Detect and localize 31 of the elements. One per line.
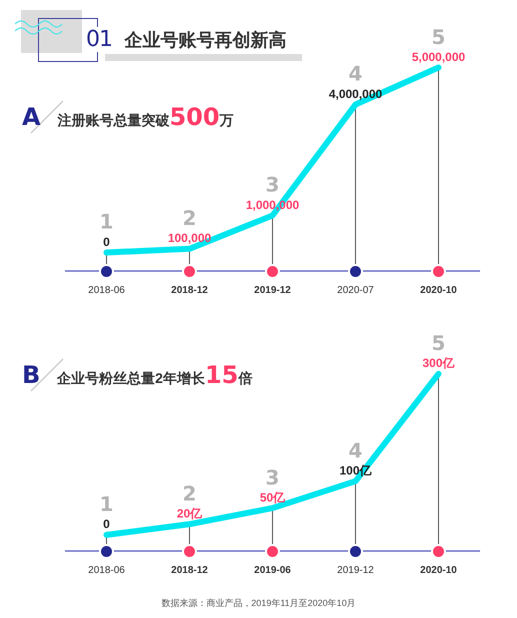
x-tick-label: 2020-07 [337,284,374,296]
annotation: 2 [182,481,196,506]
annotation: 3 [266,465,280,490]
data-label: 5,000,000 [412,50,466,64]
annotation: 1 [100,210,114,234]
x-tick-label: 2019-12 [337,564,374,576]
x-tick-label: 2018-06 [88,284,126,296]
x-tick-label: 2018-12 [171,284,208,296]
annotation: 5 [432,331,446,356]
x-tick-label: 2019-12 [254,284,292,296]
data-label: 100,000 [168,231,212,246]
annotation: 4 [348,438,362,462]
text: A 注册账号总量突破500万 [22,103,234,131]
data-label: 50亿 [260,490,286,504]
source-note: 数据来源：商业产品，2019年11月至2020年10月 [160,597,357,610]
data-label: 0 [103,517,110,532]
annotation: 2 [182,206,196,230]
annotation: 1 [100,492,114,516]
annotation: 5 [432,24,446,49]
chart-title: 01 企业号账号再创新高 [86,27,286,52]
data-label: 0 [103,234,110,249]
annotation: 3 [266,172,280,197]
x-tick-label: 2018-12 [171,564,208,576]
x-tick-label: 2018-06 [88,564,126,576]
data-label: 300亿 [422,356,456,370]
annotation: 4 [348,62,362,86]
data-label: 20亿 [176,506,204,520]
x-tick-label: 2020-10 [420,284,458,296]
x-tick-label: 2020-10 [420,564,458,576]
chart-subtitle: B 企业号粉丝总量2年增长15倍 [22,361,252,389]
x-tick-label: 2019-06 [254,564,292,576]
